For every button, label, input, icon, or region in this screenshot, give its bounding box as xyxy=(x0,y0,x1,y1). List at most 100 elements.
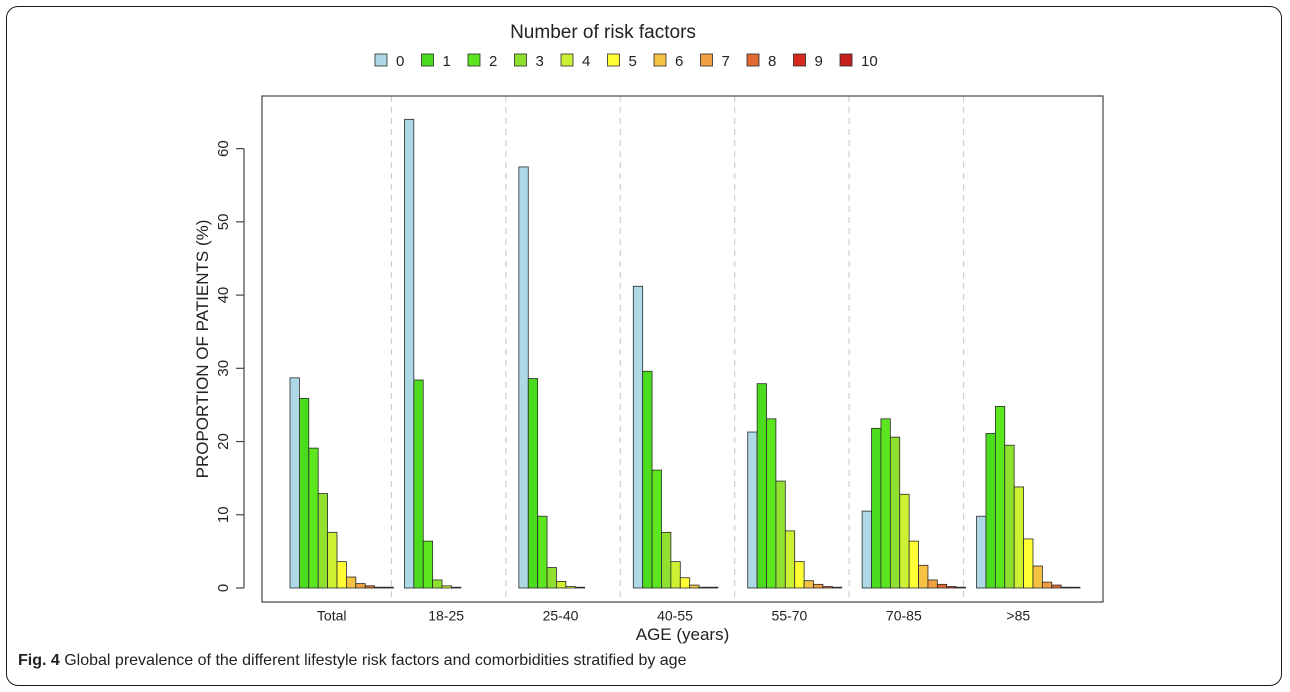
bar xyxy=(766,418,777,589)
bar xyxy=(871,427,882,589)
bar xyxy=(527,378,539,589)
bar xyxy=(364,585,376,589)
x-tick-label: >85 xyxy=(1006,607,1030,623)
legend-label: 8 xyxy=(768,53,776,70)
bar xyxy=(565,586,576,589)
caption-label: Fig. 4 xyxy=(18,652,60,669)
bar xyxy=(813,583,824,589)
bar xyxy=(899,493,910,589)
bar xyxy=(661,531,672,589)
x-tick-label: 70-85 xyxy=(886,607,922,623)
legend-swatch xyxy=(607,53,620,67)
y-tick-label: 0 xyxy=(215,584,232,592)
bar xyxy=(422,540,434,589)
legend-label: 5 xyxy=(629,53,637,70)
caption-text: Global prevalence of the different lifes… xyxy=(64,652,687,669)
bar xyxy=(1013,486,1024,589)
legend-swatch xyxy=(374,53,388,67)
bar xyxy=(546,567,557,589)
bar xyxy=(831,586,843,589)
bar xyxy=(927,579,938,589)
legend-label: 9 xyxy=(815,53,823,70)
bar xyxy=(698,586,709,589)
legend-swatch xyxy=(746,53,760,67)
bar xyxy=(651,469,662,589)
figure-caption: Fig. 4 Global prevalence of the differen… xyxy=(18,652,686,670)
legend-swatch xyxy=(421,53,434,67)
bar xyxy=(976,515,987,589)
legend-label: 10 xyxy=(861,53,878,70)
x-tick-label: 18-25 xyxy=(428,607,464,623)
bar xyxy=(670,561,681,589)
bar xyxy=(955,586,966,589)
bar xyxy=(518,166,529,589)
legend-label: 3 xyxy=(536,53,544,70)
bar xyxy=(908,540,919,589)
bar xyxy=(336,561,347,589)
bar xyxy=(1032,565,1043,589)
legend-swatch xyxy=(653,53,667,67)
bar xyxy=(1041,581,1053,589)
bar xyxy=(918,564,929,589)
bar xyxy=(679,577,691,589)
bar xyxy=(803,580,814,589)
x-tick-label: Total xyxy=(317,607,347,623)
bar xyxy=(345,576,357,589)
bar xyxy=(432,579,443,589)
bar xyxy=(289,377,300,589)
bar xyxy=(775,480,786,589)
legend-title: Number of risk factors xyxy=(510,22,696,43)
bar xyxy=(327,531,338,589)
bar xyxy=(784,530,796,589)
y-tick-label: 40 xyxy=(215,287,232,304)
bar xyxy=(936,583,948,589)
x-tick-label: 25-40 xyxy=(543,607,579,623)
y-axis-label: PROPORTION OF PATIENTS (%) xyxy=(193,220,212,479)
bar xyxy=(441,585,452,589)
legend-swatch xyxy=(793,53,806,67)
legend-swatch xyxy=(700,53,713,67)
bar xyxy=(1004,444,1015,589)
bar xyxy=(1051,584,1062,589)
bar xyxy=(708,586,719,589)
legend-swatch xyxy=(560,53,574,67)
bar xyxy=(880,418,891,589)
plot-box xyxy=(261,95,1104,603)
y-tick-label: 30 xyxy=(215,360,232,377)
legend-swatch xyxy=(467,53,481,67)
bar xyxy=(689,584,700,589)
bar xyxy=(308,447,319,589)
bar xyxy=(632,285,644,589)
bar xyxy=(861,510,872,589)
legend-swatch xyxy=(514,53,527,67)
y-tick-label: 10 xyxy=(215,506,232,523)
bar xyxy=(383,586,394,589)
x-tick-label: 40-55 xyxy=(657,607,693,623)
legend-label: 0 xyxy=(396,53,404,70)
bar xyxy=(642,370,653,589)
legend-label: 1 xyxy=(443,53,451,70)
bar xyxy=(1060,586,1071,589)
legend-label: 4 xyxy=(582,53,590,70)
x-axis-label: AGE (years) xyxy=(636,625,730,644)
bar xyxy=(756,383,767,589)
bar xyxy=(451,586,462,589)
legend-label: 2 xyxy=(489,53,497,70)
bar xyxy=(946,586,957,589)
y-tick-label: 60 xyxy=(215,140,232,157)
y-tick-label: 20 xyxy=(215,433,232,450)
bar xyxy=(317,493,329,589)
bar xyxy=(374,586,385,589)
bar xyxy=(355,583,366,589)
legend-label: 7 xyxy=(722,53,730,70)
bar xyxy=(747,431,758,589)
bar xyxy=(889,436,901,589)
bar xyxy=(413,379,424,589)
bar xyxy=(574,586,586,589)
legend-swatch xyxy=(839,53,853,67)
bar xyxy=(1070,586,1081,589)
bar xyxy=(556,581,567,589)
x-tick-label: 55-70 xyxy=(772,607,808,623)
bar xyxy=(1023,538,1034,589)
